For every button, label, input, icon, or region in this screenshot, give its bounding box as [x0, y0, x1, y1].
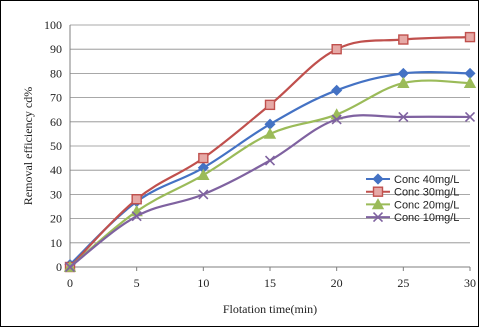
data-point [131, 194, 142, 205]
legend-item: Conc 30mg/L [366, 186, 459, 199]
data-point [331, 44, 342, 55]
x-marker-stroke [198, 189, 209, 200]
series-lines [63, 31, 477, 273]
x-tick-label: 0 [67, 276, 73, 290]
y-tick-label: 100 [44, 18, 62, 32]
data-point [398, 111, 409, 123]
legend-label: Conc 10mg/L [394, 212, 459, 224]
legend-marker [371, 198, 385, 210]
data-point [264, 155, 276, 166]
data-point [463, 76, 477, 88]
y-tick-label: 70 [50, 91, 62, 105]
gridlines [70, 24, 470, 244]
series-1 [64, 67, 476, 271]
axes [69, 25, 471, 271]
data-point [263, 127, 277, 139]
y-tick-label: 10 [50, 236, 62, 250]
legend-label: Conc 40mg/L [394, 174, 459, 186]
series-4 [64, 111, 476, 273]
legend-label: Conc 30mg/L [394, 187, 459, 199]
y-tick-label: 80 [50, 66, 62, 80]
y-tick-label: 30 [50, 187, 62, 201]
x-tick-label: 10 [197, 276, 209, 290]
data-point [198, 152, 209, 164]
data-point [464, 111, 476, 123]
data-point [131, 211, 142, 222]
y-tick-label: 0 [56, 260, 62, 274]
legend-item: Conc 40mg/L [366, 173, 459, 186]
x-marker-stroke [331, 114, 342, 125]
x-marker-stroke [64, 261, 76, 273]
x-marker-stroke [131, 211, 142, 222]
x-tick-label: 5 [134, 276, 140, 290]
data-point [198, 189, 209, 200]
x-axis-title: Flotation time(min) [223, 302, 317, 316]
y-tick-label: 40 [50, 163, 62, 177]
x-marker-stroke [372, 212, 384, 223]
x-tick-label: 25 [397, 276, 409, 290]
data-point [264, 99, 276, 111]
y-tick-label: 20 [50, 212, 62, 226]
y-tick-label: 50 [50, 139, 62, 153]
legend-marker [372, 212, 384, 223]
series-2 [64, 31, 476, 273]
y-axis-title: Removal efficiency cd% [21, 87, 35, 205]
x-marker-stroke [398, 111, 409, 123]
x-marker-stroke [464, 111, 476, 123]
legend-item: Conc 10mg/L [366, 212, 459, 224]
legend-marker [372, 186, 384, 197]
data-point [397, 76, 410, 88]
data-point [464, 31, 476, 43]
x-tick-label: 15 [264, 276, 276, 290]
y-tick-label: 60 [50, 115, 62, 129]
x-marker-stroke [264, 155, 276, 166]
data-point [331, 84, 343, 96]
data-point [331, 114, 342, 125]
data-point [197, 168, 210, 180]
data-point [398, 34, 409, 45]
y-tick-label: 90 [50, 42, 62, 56]
legend-item: Conc 20mg/L [366, 198, 459, 211]
legend-label: Conc 20mg/L [394, 199, 459, 211]
legend-marker [372, 173, 384, 185]
x-tick-label: 20 [331, 276, 343, 290]
x-tick-label: 30 [464, 276, 476, 290]
series-line [69, 36, 471, 268]
data-point [64, 261, 76, 273]
tick-labels: 0 10 20 30 40 50 60 70 80 90 100 0 5 10 15 20 25 30 [44, 18, 476, 290]
